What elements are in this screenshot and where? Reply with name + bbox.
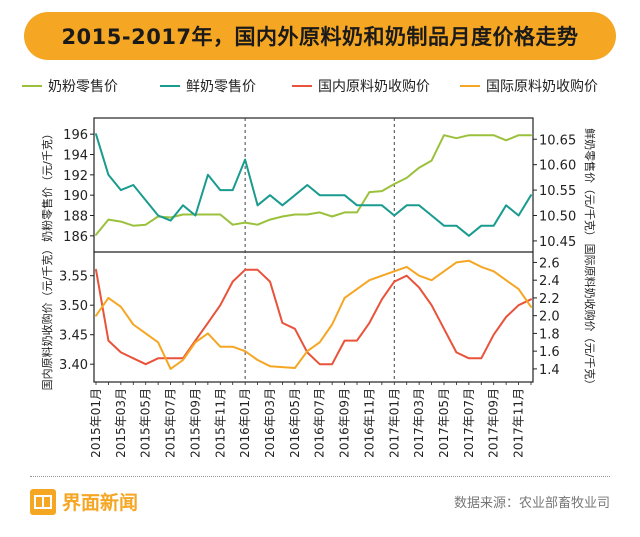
x-tick-label-12: 2016年01月 xyxy=(238,388,252,458)
right-tick-label-1-4: 2.2 xyxy=(539,292,560,307)
series-line-1-1 xyxy=(95,259,532,370)
series-line-1-0 xyxy=(95,268,532,366)
x-tick-label-32: 2017年09月 xyxy=(487,388,501,458)
legend-swatch-intl-raw-milk xyxy=(460,84,480,88)
left-tick-label-1-2: 3.50 xyxy=(59,299,88,314)
title-banner: 2015-2017年，国内外原料奶和奶制品月度价格走势 xyxy=(24,12,616,60)
legend-label-fresh-milk: 鲜奶零售价 xyxy=(186,79,256,95)
x-tick-label-22: 2016年11月 xyxy=(362,388,376,458)
legend-label-intl-raw-milk: 国际原料奶收购价 xyxy=(486,79,598,95)
left-tick-label-0-3: 192 xyxy=(63,169,88,184)
x-tick-label-18: 2016年07月 xyxy=(313,388,327,458)
right-tick-label-0-4: 10.65 xyxy=(539,133,576,148)
legend-item-intl-raw-milk: 国际原料奶收购价 xyxy=(460,74,598,98)
chart-title: 2015-2017年，国内外原料奶和奶制品月度价格走势 xyxy=(61,25,579,49)
right-tick-label-0-0: 10.45 xyxy=(539,235,576,250)
legend-swatch-fresh-milk xyxy=(160,84,180,88)
x-tick-label-16: 2016年05月 xyxy=(288,388,302,458)
right-tick-label-0-1: 10.50 xyxy=(539,210,576,225)
series-line-0-0 xyxy=(95,134,532,236)
right-tick-label-1-5: 2.4 xyxy=(539,274,560,289)
left-tick-label-0-4: 194 xyxy=(63,149,88,164)
brand-name: 界面新闻 xyxy=(62,492,139,514)
plot-frame xyxy=(93,117,534,383)
right-tick-label-1-0: 1.4 xyxy=(539,363,560,378)
legend-item-milk-powder: 奶粉零售价 xyxy=(22,74,118,98)
right-tick-label-1-3: 2.0 xyxy=(539,310,560,325)
footer-divider xyxy=(30,476,610,477)
left-tick-label-0-0: 186 xyxy=(63,230,88,245)
x-tick-label-28: 2017年05月 xyxy=(437,388,451,458)
x-tick-label-8: 2015年09月 xyxy=(188,388,202,458)
legend-item-domestic-raw-milk: 国内原料奶收购价 xyxy=(292,74,430,98)
left-tick-label-0-1: 188 xyxy=(63,210,88,225)
left-tick-label-1-0: 3.40 xyxy=(59,358,88,373)
x-tick-label-0: 2015年01月 xyxy=(89,388,103,458)
x-tick-label-20: 2016年09月 xyxy=(338,388,352,458)
x-tick-label-2: 2015年03月 xyxy=(114,388,128,458)
left-axis-label-0: 奶粉零售价（元/千克） xyxy=(40,128,54,242)
left-tick-label-0-5: 196 xyxy=(63,128,88,143)
x-tick-label-6: 2015年07月 xyxy=(164,388,178,458)
x-tick-label-34: 2017年11月 xyxy=(512,388,526,458)
left-tick-label-1-1: 3.45 xyxy=(59,329,88,344)
series-line-0-1 xyxy=(95,133,532,237)
brand-logo-icon xyxy=(30,488,56,515)
x-tick-label-14: 2016年03月 xyxy=(263,388,277,458)
right-tick-label-1-1: 1.6 xyxy=(539,345,560,360)
left-tick-label-0-2: 190 xyxy=(63,189,88,204)
right-tick-label-0-3: 10.60 xyxy=(539,159,576,174)
x-tick-label-30: 2017年07月 xyxy=(462,388,476,458)
right-tick-label-1-2: 1.8 xyxy=(539,327,560,342)
left-axis-label-1: 国内原料奶收购价（元/千克） xyxy=(40,244,54,391)
brand: 界面新闻 xyxy=(30,488,138,515)
legend-swatch-domestic-raw-milk xyxy=(292,84,312,88)
right-tick-label-1-6: 2.6 xyxy=(539,256,560,271)
legend-label-domestic-raw-milk: 国内原料奶收购价 xyxy=(318,79,430,95)
x-tick-label-24: 2017年01月 xyxy=(387,388,401,458)
legend-swatch-milk-powder xyxy=(22,84,42,88)
legend-item-fresh-milk: 鲜奶零售价 xyxy=(160,74,256,98)
data-source: 数据来源：农业部畜牧业司 xyxy=(453,496,610,511)
x-tick-label-26: 2017年03月 xyxy=(412,388,426,458)
right-tick-label-0-2: 10.55 xyxy=(539,184,576,199)
left-tick-label-1-3: 3.55 xyxy=(59,270,88,285)
legend: 奶粉零售价 鲜奶零售价 国内原料奶收购价 国际原料奶收购价 xyxy=(22,74,622,98)
right-axis-label-1: 国际原料奶收购价（元/千克） xyxy=(583,244,597,391)
x-tick-label-10: 2015年11月 xyxy=(213,388,227,458)
legend-label-milk-powder: 奶粉零售价 xyxy=(48,79,118,95)
x-tick-label-4: 2015年05月 xyxy=(139,388,153,458)
right-axis-label-0: 鲜奶零售价（元/千克） xyxy=(583,128,597,242)
